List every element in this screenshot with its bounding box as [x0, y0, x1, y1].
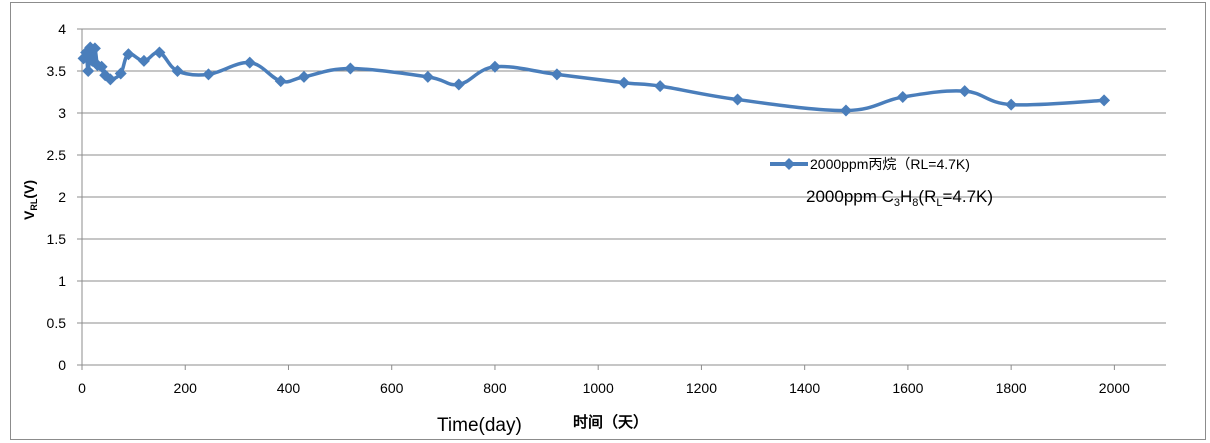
data-point — [274, 75, 287, 88]
legend-label: 2000ppm丙烷（RL=4.7K) — [810, 156, 970, 172]
data-point — [114, 67, 127, 80]
y-axis-title-unit: (V) — [21, 180, 37, 199]
y-tick-label: 2 — [58, 189, 66, 205]
formula-annotation: 2000ppm C3H8(RL=4.7K) — [806, 187, 993, 209]
legend: 2000ppm丙烷（RL=4.7K) — [770, 156, 970, 172]
x-tick-label: 1000 — [583, 380, 614, 396]
y-tick-label: 0 — [58, 357, 66, 373]
formula-sub-8: 8 — [912, 197, 918, 209]
y-tick-label: 2.5 — [47, 147, 67, 163]
data-point — [202, 68, 215, 81]
data-point — [550, 68, 563, 81]
formula-suffix: =4.7K) — [943, 187, 994, 206]
series-layer — [77, 41, 1111, 117]
data-point — [153, 46, 166, 59]
x-axis-title-chinese: 时间（天） — [573, 413, 648, 431]
x-tick-label: 2000 — [1099, 380, 1130, 396]
legend-marker — [783, 158, 795, 170]
data-point — [488, 60, 501, 73]
x-tick-label: 1600 — [892, 380, 923, 396]
data-point — [654, 80, 667, 93]
axes — [77, 28, 1166, 370]
y-tick-label: 4 — [58, 21, 66, 37]
y-axis-title-main: V — [21, 210, 37, 220]
x-tick-label: 1800 — [996, 380, 1027, 396]
formula-prefix: 2000ppm C — [806, 187, 894, 206]
data-point — [104, 73, 117, 86]
data-point — [243, 56, 256, 69]
data-point — [896, 91, 909, 104]
data-point — [1005, 98, 1018, 111]
data-point — [137, 54, 150, 67]
data-point — [171, 65, 184, 77]
x-tick-label: 600 — [380, 380, 404, 396]
formula-h: H — [900, 187, 912, 206]
data-point — [1098, 94, 1111, 107]
x-tick-label: 800 — [483, 380, 507, 396]
x-tick-labels: 0 200 400 600 800 1000 1200 1400 1600 1800 2000 — [78, 380, 1130, 396]
x-tick-label: 400 — [277, 380, 301, 396]
formula-paren: (R — [918, 187, 936, 206]
y-tick-label: 3 — [58, 105, 66, 121]
data-point — [731, 93, 744, 106]
data-point — [297, 70, 310, 83]
gridlines — [82, 28, 1166, 324]
y-tick-label: 3.5 — [47, 63, 67, 79]
y-tick-label: 0.5 — [47, 315, 67, 331]
y-axis-title: VRL(V) — [21, 180, 39, 220]
data-point — [122, 48, 135, 61]
formula-sub-l: L — [936, 197, 942, 209]
formula-sub-3: 3 — [894, 197, 900, 209]
x-tick-label: 1400 — [789, 380, 820, 396]
y-tick-labels: 0 0.5 1 1.5 2 2.5 3 3.5 4 — [47, 21, 67, 373]
data-point — [839, 104, 852, 117]
data-point — [421, 70, 434, 83]
x-axis-title: Time(day) — [437, 415, 522, 436]
x-tick-label: 200 — [174, 380, 198, 396]
data-point — [344, 62, 357, 75]
x-tick-label: 1200 — [686, 380, 717, 396]
data-point — [95, 60, 108, 73]
series-line — [81, 45, 1105, 113]
data-point — [958, 85, 971, 98]
y-tick-label: 1 — [58, 273, 66, 289]
y-tick-label: 1.5 — [47, 231, 67, 247]
data-point — [618, 76, 630, 89]
data-point — [452, 78, 465, 91]
data-point — [88, 42, 101, 55]
data-point — [82, 65, 95, 77]
y-axis-title-sub: RL — [29, 198, 39, 210]
x-tick-label: 0 — [78, 380, 86, 396]
